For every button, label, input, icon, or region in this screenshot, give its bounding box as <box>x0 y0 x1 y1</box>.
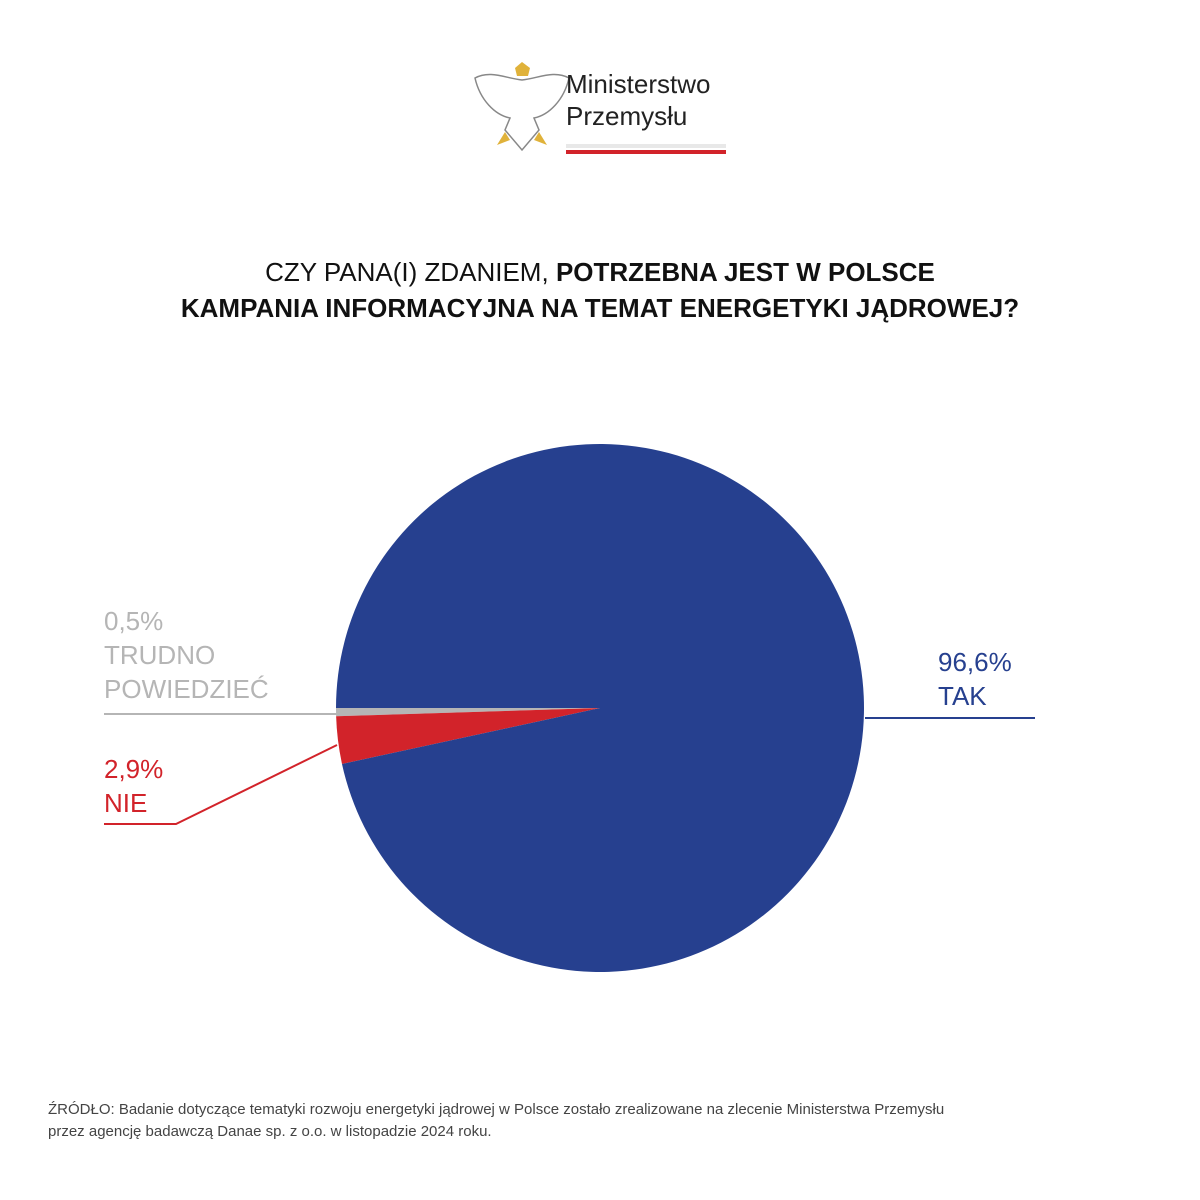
logo <box>474 62 726 154</box>
footer-line: przez agencję badawczą Danae sp. z o.o. … <box>48 1123 492 1140</box>
title-part: KAMPANIA INFORMACYJNA NA TEMAT ENERGETYK… <box>180 293 1020 323</box>
category-label: TRUDNO POWIEDZIEĆ <box>104 640 269 704</box>
value-label: 0,5% <box>104 606 164 636</box>
leader-line <box>104 744 338 825</box>
ministry-name: Ministerstwo <box>566 69 711 99</box>
pie-slice <box>336 708 600 717</box>
slice-label: 96,6% TAK <box>938 645 1138 713</box>
pie-slice <box>336 708 600 764</box>
category-label: NIE <box>104 788 148 818</box>
slice-label: 0,5% TRUDNO POWIEDZIEĆ <box>104 604 294 706</box>
value-label: 96,6% <box>938 647 1012 677</box>
title-line: KAMPANIA INFORMACYJNA NA TEMAT ENERGETYK… <box>0 293 1200 324</box>
value-label: 2,9% <box>104 754 164 784</box>
category-label: TAK <box>938 681 987 711</box>
footer-line: ŹRÓDŁO: Badanie dotyczące tematyki rozwo… <box>48 1101 945 1118</box>
title-part: POTRZEBNA JEST W POLSCE <box>555 257 935 287</box>
slice-label: 2,9% NIE <box>104 752 304 820</box>
pie-slice <box>336 443 864 972</box>
title-part: CZY PANA(I) ZDANIEM, <box>265 257 549 287</box>
title-line: CZY PANA(I) ZDANIEM, POTRZEBNA JEST W PO… <box>0 257 1200 288</box>
ministry-name: Przemysłu <box>566 101 688 131</box>
